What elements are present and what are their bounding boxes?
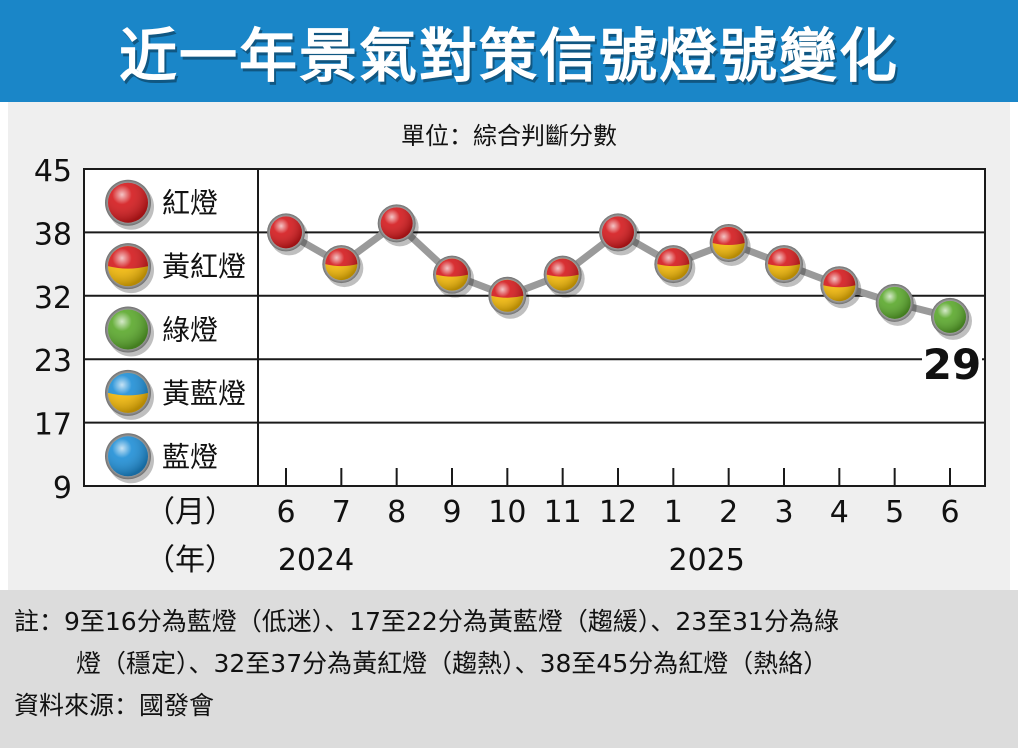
legend-label: 綠燈 bbox=[162, 314, 218, 347]
x-tick-label: 4 bbox=[830, 495, 849, 530]
x-tick-label: 3 bbox=[774, 495, 793, 530]
x-tick-label: 5 bbox=[885, 495, 904, 530]
light-gloss bbox=[657, 248, 690, 281]
page-title: 近一年景氣對策信號燈號變化 bbox=[118, 22, 899, 90]
legend-light-red bbox=[105, 179, 154, 230]
y-tick-label: 45 bbox=[34, 154, 72, 189]
x-axis-year-label: （年） bbox=[145, 543, 235, 578]
light-gloss bbox=[270, 216, 302, 249]
x-tick-label: 8 bbox=[387, 495, 406, 530]
note-line-2: 燈（穩定）、32至37分為黃紅燈（趨熱）、38至45分為紅燈（熱絡） bbox=[76, 649, 829, 678]
note-line-1: 註：9至16分為藍燈（低迷）、17至22分為黃藍燈（趨緩）、23至31分為綠 bbox=[14, 607, 839, 636]
x-tick-label: 10 bbox=[488, 495, 526, 530]
unit-label: 單位：綜合判斷分數 bbox=[401, 122, 617, 150]
legend-label: 黃藍燈 bbox=[162, 377, 246, 410]
data-point bbox=[875, 283, 917, 326]
light-gloss bbox=[878, 286, 911, 319]
last-value-bg bbox=[922, 342, 982, 387]
title-bar: 近一年景氣對策信號燈號變化 bbox=[0, 0, 1018, 102]
notes-panel: 註：9至16分為藍燈（低迷）、17至22分為黃藍燈（趨緩）、23至31分為綠 燈… bbox=[0, 590, 1018, 748]
data-point bbox=[433, 255, 474, 298]
y-tick-label: 17 bbox=[34, 408, 72, 443]
chart-panel: 單位：綜合判斷分數 紅燈 黃紅燈 綠燈 黃藍燈 藍燈 29 45 38 32 23 17 9 6 7 8… bbox=[8, 102, 1010, 590]
plot-frame bbox=[83, 168, 986, 487]
legend-label: 紅燈 bbox=[162, 187, 218, 220]
legend-label: 藍燈 bbox=[162, 440, 218, 473]
data-point bbox=[599, 213, 640, 256]
light-gloss bbox=[491, 279, 524, 312]
y-tick-label: 32 bbox=[34, 281, 72, 316]
y-tick-label: 9 bbox=[53, 471, 72, 506]
y-tick-label: 38 bbox=[34, 217, 72, 252]
legend-label: 黃紅燈 bbox=[162, 250, 246, 283]
light-gloss bbox=[712, 226, 745, 259]
light-gloss bbox=[108, 372, 148, 413]
data-point bbox=[931, 297, 972, 340]
year-label: 2025 bbox=[668, 543, 744, 578]
last-value-label: 29 bbox=[923, 340, 981, 389]
x-tick-label: 6 bbox=[276, 495, 295, 530]
data-point bbox=[377, 204, 419, 247]
x-tick-label: 7 bbox=[332, 495, 351, 530]
light-gloss bbox=[934, 300, 966, 333]
legend-light-yellow-red bbox=[105, 243, 154, 294]
source-line: 資料來源：國發會 bbox=[14, 691, 215, 720]
light-gloss bbox=[546, 258, 579, 291]
light-gloss bbox=[108, 309, 148, 350]
y-tick-label: 23 bbox=[34, 344, 72, 379]
x-tick-label: 6 bbox=[940, 495, 959, 530]
light-gloss bbox=[380, 207, 413, 240]
data-point bbox=[765, 245, 806, 288]
data-point bbox=[322, 245, 364, 288]
x-tick-label: 11 bbox=[544, 495, 582, 530]
light-gloss bbox=[108, 246, 148, 287]
light-gloss bbox=[823, 269, 856, 302]
data-point bbox=[654, 245, 696, 288]
x-tick-label: 12 bbox=[599, 495, 637, 530]
legend-light-yellow-blue bbox=[105, 369, 154, 420]
x-tick-label: 2 bbox=[719, 495, 738, 530]
x-tick-label: 9 bbox=[442, 495, 461, 530]
light-gloss bbox=[768, 248, 800, 281]
light-gloss bbox=[325, 248, 358, 281]
x-tick-label: 1 bbox=[664, 495, 683, 530]
data-point bbox=[709, 223, 751, 266]
light-gloss bbox=[602, 216, 634, 249]
data-point bbox=[267, 213, 308, 256]
data-point bbox=[488, 276, 530, 319]
legend-light-green bbox=[105, 306, 154, 357]
year-label: 2024 bbox=[278, 543, 354, 578]
data-point bbox=[820, 266, 862, 309]
legend-light-blue bbox=[105, 433, 154, 484]
data-point bbox=[543, 255, 585, 298]
light-gloss bbox=[108, 182, 148, 223]
x-axis-month-label: （月） bbox=[145, 495, 235, 530]
light-gloss bbox=[108, 436, 148, 477]
light-gloss bbox=[436, 258, 468, 291]
